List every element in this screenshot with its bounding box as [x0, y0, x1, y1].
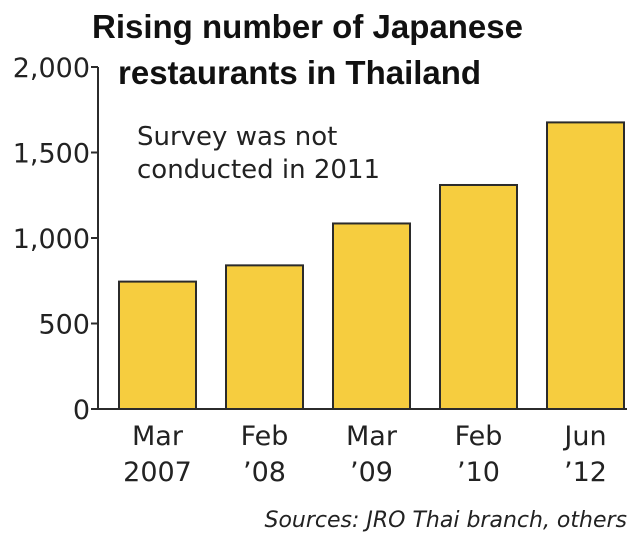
- bar-2: [332, 222, 411, 410]
- chart-title: Rising number of Japanese restaurants in…: [92, 8, 523, 91]
- x-tick-label-line1: Feb: [241, 421, 289, 452]
- bar-0: [118, 280, 197, 411]
- bar-3: [439, 183, 518, 410]
- title-line-1: Rising number of Japanese: [92, 8, 523, 45]
- x-tick-label-line2: ’12: [564, 457, 607, 488]
- source-note: Sources: JRO Thai branch, others: [265, 508, 628, 533]
- x-tick-label-line1: Mar: [132, 421, 184, 452]
- bar-4: [546, 121, 625, 411]
- annotation-note: Survey was not conducted in 2011: [137, 122, 380, 185]
- y-tick-label: 500: [38, 310, 90, 341]
- y-tick-label: 1,500: [13, 139, 90, 170]
- y-tick-label: 1,000: [13, 224, 90, 255]
- x-tick-label-line1: Jun: [562, 421, 606, 452]
- note-line-2: conducted in 2011: [137, 155, 380, 185]
- x-tick-label-line2: 2007: [123, 457, 192, 488]
- x-tick-label-line2: ’10: [457, 457, 500, 488]
- y-tick-label: 0: [73, 395, 90, 426]
- y-tick-label: 2,000: [13, 53, 90, 84]
- x-tick-label-line1: Feb: [455, 421, 503, 452]
- bar-1: [225, 264, 304, 410]
- x-tick-label-line2: ’09: [350, 457, 393, 488]
- bars: [118, 121, 625, 411]
- x-axis: Mar 2007 Feb ’08 Mar ’09 Feb ’10 Jun ’12: [98, 408, 627, 488]
- note-line-1: Survey was not: [137, 122, 337, 152]
- y-axis: 0 500 1,000 1,500 2,000: [13, 53, 99, 426]
- x-tick-label-line2: ’08: [243, 457, 286, 488]
- x-tick-label-line1: Mar: [346, 421, 398, 452]
- title-line-2: restaurants in Thailand: [118, 54, 481, 91]
